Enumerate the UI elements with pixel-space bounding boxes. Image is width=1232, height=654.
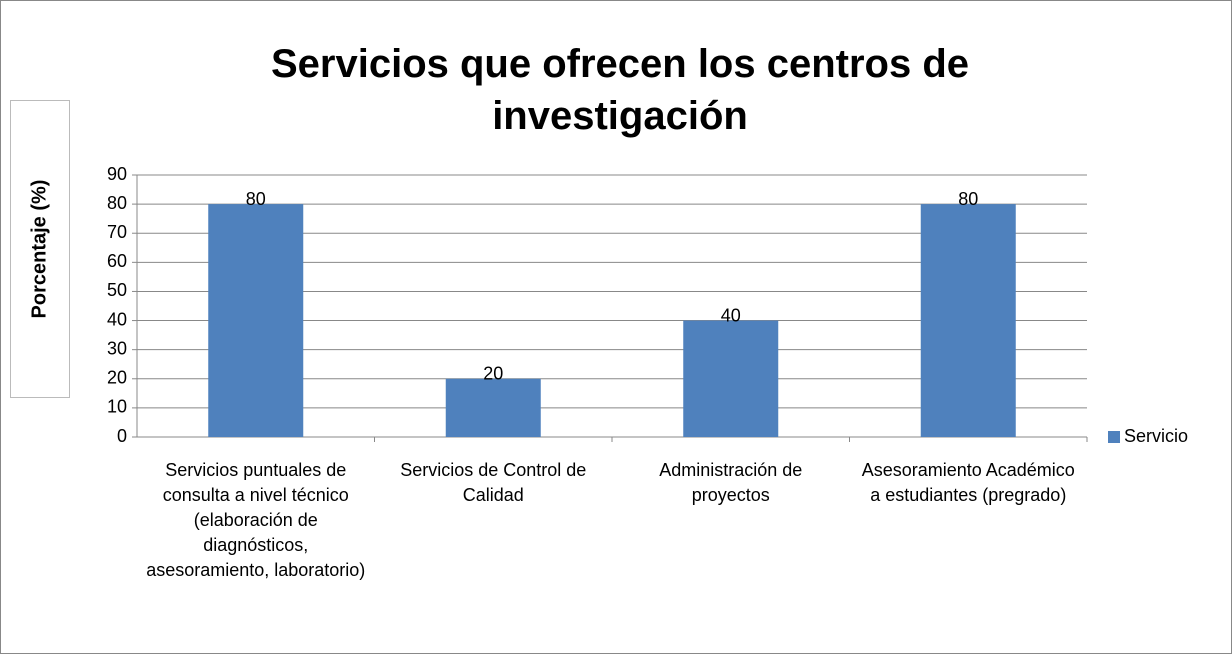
x-tick-label: Servicios puntuales de consulta a nivel …	[146, 460, 366, 580]
x-tick-label: Asesoramiento Académico a estudiantes (p…	[861, 460, 1075, 505]
y-tick-label: 0	[117, 426, 127, 446]
x-tick-label: Servicios de Control de Calidad	[400, 460, 587, 505]
y-tick-label: 10	[107, 397, 127, 417]
y-tick-label: 70	[107, 222, 127, 242]
data-label: 20	[483, 364, 503, 384]
chart-title: Servicios que ofrecen los centros de inv…	[270, 42, 970, 138]
y-axis-label-box	[10, 100, 70, 398]
y-tick-label: 40	[107, 309, 127, 329]
bar	[683, 320, 779, 437]
bar	[208, 204, 304, 437]
y-tick-label: 60	[107, 251, 127, 271]
x-tick-label: Administración de proyectos	[659, 460, 803, 505]
y-tick-label: 20	[107, 368, 127, 388]
legend-label: Servicio	[1124, 426, 1188, 446]
legend-swatch	[1108, 431, 1120, 443]
bar	[920, 204, 1016, 437]
y-axis-label: Porcentaje (%)	[28, 179, 51, 319]
data-label: 40	[721, 305, 741, 325]
data-label: 80	[958, 189, 978, 209]
data-label: 80	[246, 189, 266, 209]
y-tick-label: 90	[107, 164, 127, 184]
bar	[445, 378, 541, 437]
y-tick-label: 80	[107, 193, 127, 213]
y-tick-label: 50	[107, 280, 127, 300]
y-tick-label: 30	[107, 338, 127, 358]
